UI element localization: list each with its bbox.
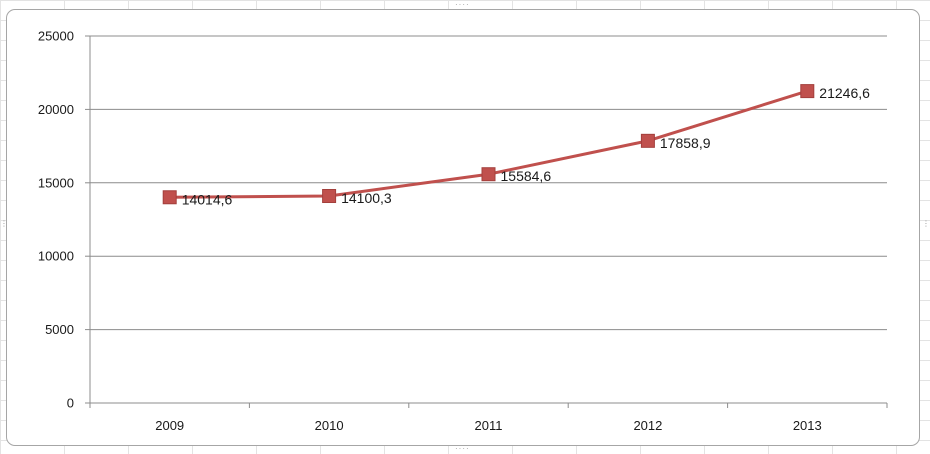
x-tick-label: 2013 <box>793 418 822 433</box>
data-point-marker <box>162 190 177 205</box>
gridlines <box>90 35 887 331</box>
x-tick-label: 2010 <box>315 418 344 433</box>
resize-handle-top[interactable]: ···· <box>455 0 470 9</box>
data-label: 17858,9 <box>660 135 711 151</box>
data-point-marker <box>800 84 815 99</box>
x-tick-label: 2009 <box>155 418 184 433</box>
y-tick-label: 25000 <box>38 29 74 44</box>
x-tick-label: 2012 <box>633 418 662 433</box>
data-point-marker <box>640 133 655 148</box>
y-tick-label: 0 <box>67 396 74 411</box>
series-group <box>162 84 815 205</box>
data-label: 21246,6 <box>819 85 870 101</box>
data-point-marker <box>322 189 337 204</box>
x-axis-tick-labels: 2009 2010 2011 2012 2013 <box>155 418 822 433</box>
y-axis-tick-labels: 0 5000 10000 15000 20000 25000 <box>38 29 74 411</box>
data-label: 14014,6 <box>182 191 233 207</box>
data-label: 14100,3 <box>341 190 392 206</box>
y-tick-label: 10000 <box>38 249 74 264</box>
y-tick-label: 20000 <box>38 102 74 117</box>
resize-handle-right[interactable]: ⋮ <box>922 219 930 228</box>
x-axis-ticks <box>89 403 888 408</box>
axes <box>85 35 887 404</box>
resize-handle-bottom[interactable]: ···· <box>455 444 470 453</box>
data-labels: 14014,6 14100,3 15584,6 17858,9 21246,6 <box>182 85 870 207</box>
resize-handle-left[interactable]: ⋮ <box>0 219 9 228</box>
x-tick-label: 2011 <box>475 418 503 433</box>
data-point-marker <box>481 167 496 182</box>
y-tick-label: 15000 <box>38 175 74 190</box>
y-tick-label: 5000 <box>45 322 74 337</box>
series-line <box>168 89 809 199</box>
data-label: 15584,6 <box>501 168 552 184</box>
chart-area[interactable] <box>6 9 920 446</box>
